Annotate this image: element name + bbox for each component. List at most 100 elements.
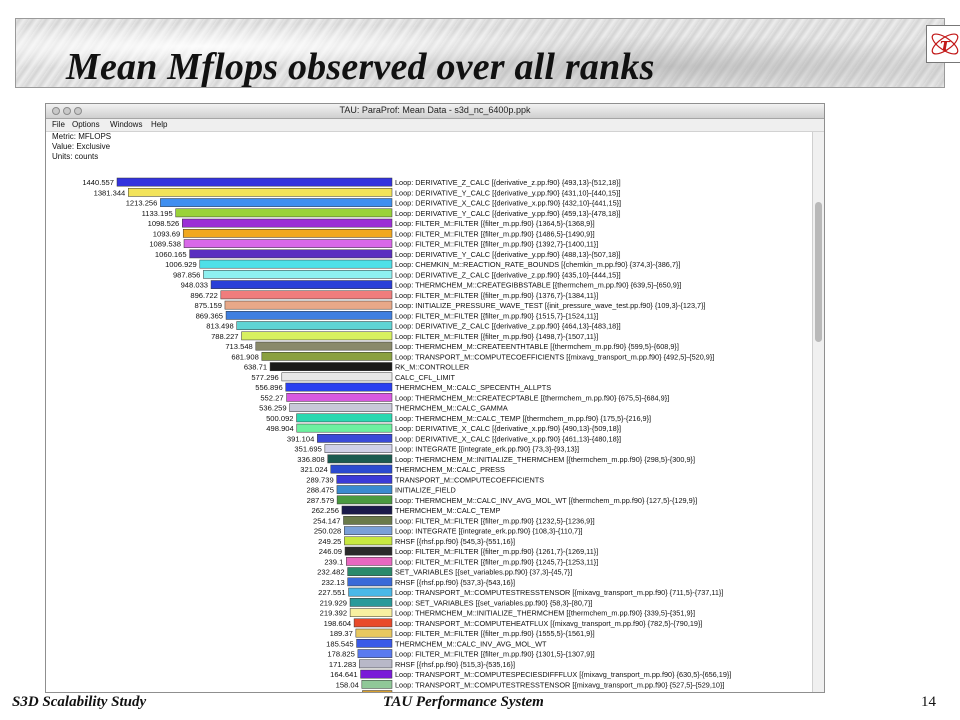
bar[interactable] xyxy=(347,567,393,576)
bar-function-label[interactable]: Loop: FILTER_M::FILTER [{filter_m.pp.f90… xyxy=(395,547,598,556)
bar[interactable] xyxy=(344,546,393,556)
bar-function-label[interactable]: Loop: TRANSPORT_M::COMPUTESTRESSTENSOR [… xyxy=(395,588,723,597)
bar[interactable] xyxy=(285,382,393,392)
bar[interactable] xyxy=(189,249,393,259)
bar-function-label[interactable]: Loop: INTEGRATE [{integrate_erk.pp.f90} … xyxy=(395,445,579,454)
bar[interactable] xyxy=(261,352,393,361)
bar[interactable] xyxy=(347,577,393,587)
bar-function-label[interactable]: Loop: TRANSPORT_M::COMPUTEHEATFLUX [{mix… xyxy=(395,619,702,628)
bar[interactable] xyxy=(324,444,393,453)
bar[interactable] xyxy=(182,218,393,228)
bar[interactable] xyxy=(327,454,393,464)
bar-function-label[interactable]: Loop: DERIVATIVE_Z_CALC [{derivative_z.p… xyxy=(395,322,621,331)
bar[interactable] xyxy=(344,536,393,546)
zoom-window-button[interactable] xyxy=(74,107,82,115)
bar[interactable] xyxy=(296,413,393,423)
bar[interactable] xyxy=(360,669,393,679)
bar-function-label[interactable]: RHSF [{rhsf.pp.f90} {537,3}-{543,16}] xyxy=(395,578,515,587)
bar[interactable] xyxy=(349,598,393,607)
bar[interactable] xyxy=(346,557,393,566)
scrollbar-thumb[interactable] xyxy=(815,202,822,342)
bar[interactable] xyxy=(128,188,393,197)
bar[interactable] xyxy=(289,403,393,412)
bar[interactable] xyxy=(317,434,393,443)
bar[interactable] xyxy=(255,341,393,351)
bar-function-label[interactable]: RK_M::CONTROLLER xyxy=(395,363,469,372)
bar-function-label[interactable]: Loop: THERMCHEM_M::CREATEENTHTABLE [{the… xyxy=(395,342,679,351)
bar-function-label[interactable]: Loop: FILTER_M::FILTER [{filter_m.pp.f90… xyxy=(395,240,598,249)
bar-function-label[interactable]: THERMCHEM_M::CALC_TEMP xyxy=(395,506,501,515)
bar[interactable] xyxy=(356,639,393,648)
bar[interactable] xyxy=(160,198,393,207)
menu-help[interactable]: Help xyxy=(151,120,168,129)
bar[interactable] xyxy=(225,311,393,320)
bar-function-label[interactable]: CALC_CFL_LIMIT xyxy=(395,373,456,382)
bar[interactable] xyxy=(357,649,393,658)
bar-function-label[interactable]: Loop: TRANSPORT_M::COMPUTESPECIESDIFFFLU… xyxy=(395,691,731,693)
bar-function-label[interactable]: TRANSPORT_M::COMPUTECOEFFICIENTS xyxy=(395,475,544,484)
bar-function-label[interactable]: Loop: THERMCHEM_M::INITIALIZE_THERMCHEM … xyxy=(395,609,695,618)
bar[interactable] xyxy=(353,618,393,628)
bar-function-label[interactable]: Loop: CHEMKIN_M::REACTION_RATE_BOUNDS [{… xyxy=(395,260,680,269)
bar-function-label[interactable]: Loop: SET_VARIABLES [{set_variables.pp.f… xyxy=(395,598,592,607)
menu-windows[interactable]: Windows xyxy=(110,120,143,129)
bar[interactable] xyxy=(341,505,393,515)
bar-function-label[interactable]: Loop: TRANSPORT_M::COMPUTESPECIESDIFFFLU… xyxy=(395,670,731,679)
bar-function-label[interactable]: Loop: FILTER_M::FILTER [{filter_m.pp.f90… xyxy=(395,650,595,659)
bar[interactable] xyxy=(199,259,393,269)
bar[interactable] xyxy=(349,608,393,617)
bar[interactable] xyxy=(116,177,393,187)
bar-function-label[interactable]: Loop: FILTER_M::FILTER [{filter_m.pp.f90… xyxy=(395,311,598,320)
bar-function-label[interactable]: THERMCHEM_M::CALC_PRESS xyxy=(395,465,505,474)
bar[interactable] xyxy=(359,659,393,669)
bar-function-label[interactable]: Loop: DERIVATIVE_Y_CALC [{derivative_y.p… xyxy=(395,209,621,218)
bar-function-label[interactable]: Loop: FILTER_M::FILTER [{filter_m.pp.f90… xyxy=(395,629,595,638)
bar[interactable] xyxy=(281,372,393,382)
bar[interactable] xyxy=(336,475,393,484)
minimize-window-button[interactable] xyxy=(63,107,71,115)
menu-file[interactable]: File xyxy=(52,120,65,129)
bar-function-label[interactable]: Loop: DERIVATIVE_X_CALC [{derivative_x.p… xyxy=(395,199,621,208)
bar[interactable] xyxy=(296,423,393,433)
bar-function-label[interactable]: Loop: INITIALIZE_PRESSURE_WAVE_TEST [{in… xyxy=(395,301,706,310)
bar[interactable] xyxy=(344,526,393,535)
bar-function-label[interactable]: Loop: FILTER_M::FILTER [{filter_m.pp.f90… xyxy=(395,516,595,525)
bar[interactable] xyxy=(241,331,393,341)
bar-function-label[interactable]: Loop: DERIVATIVE_X_CALC [{derivative_x.p… xyxy=(395,424,621,433)
bar[interactable] xyxy=(362,690,393,693)
bar[interactable] xyxy=(348,587,393,597)
bar-function-label[interactable]: Loop: FILTER_M::FILTER [{filter_m.pp.f90… xyxy=(395,332,598,341)
bar-function-label[interactable]: Loop: DERIVATIVE_X_CALC [{derivative_x.p… xyxy=(395,434,621,443)
bar-function-label[interactable]: THERMCHEM_M::CALC_INV_AVG_MOL_WT xyxy=(395,639,547,648)
bar[interactable] xyxy=(224,300,393,310)
bar[interactable] xyxy=(220,290,393,300)
bar-function-label[interactable]: Loop: THERMCHEM_M::CALC_TEMP [{thermchem… xyxy=(395,414,651,423)
bar-function-label[interactable]: INITIALIZE_FIELD xyxy=(395,486,456,495)
bar[interactable] xyxy=(336,485,393,494)
bar-function-label[interactable]: Loop: FILTER_M::FILTER [{filter_m.pp.f90… xyxy=(395,557,598,566)
bar[interactable] xyxy=(330,464,393,474)
bar-function-label[interactable]: Loop: FILTER_M::FILTER [{filter_m.pp.f90… xyxy=(395,229,595,238)
bar-function-label[interactable]: RHSF [{rhsf.pp.f90} {545,3}-{551,16}] xyxy=(395,537,515,546)
window-titlebar[interactable]: TAU: ParaProf: Mean Data - s3d_nc_6400p.… xyxy=(46,104,824,119)
bar-function-label[interactable]: RHSF [{rhsf.pp.f90} {515,3}-{535,16}] xyxy=(395,660,515,669)
bar-function-label[interactable]: Loop: THERMCHEM_M::CREATECPTABLE [{therm… xyxy=(395,393,669,402)
bar-function-label[interactable]: SET_VARIABLES [{set_variables.pp.f90} {3… xyxy=(395,568,572,577)
bar-function-label[interactable]: THERMCHEM_M::CALC_GAMMA xyxy=(395,404,508,413)
vertical-scrollbar[interactable] xyxy=(812,132,824,692)
bar-function-label[interactable]: Loop: THERMCHEM_M::CALC_INV_AVG_MOL_WT [… xyxy=(395,496,697,505)
bar-function-label[interactable]: Loop: INTEGRATE [{integrate_erk.pp.f90} … xyxy=(395,527,583,536)
bar-function-label[interactable]: Loop: FILTER_M::FILTER [{filter_m.pp.f90… xyxy=(395,291,598,300)
bar-function-label[interactable]: Loop: TRANSPORT_M::COMPUTECOEFFICIENTS [… xyxy=(395,352,714,361)
close-window-button[interactable] xyxy=(52,107,60,115)
bar[interactable] xyxy=(210,280,393,289)
bar-function-label[interactable]: Loop: THERMCHEM_M::CREATEGIBBSTABLE [{th… xyxy=(395,281,681,290)
bar-function-label[interactable]: Loop: DERIVATIVE_Z_CALC [{derivative_z.p… xyxy=(395,178,621,187)
bar-function-label[interactable]: THERMCHEM_M::CALC_SPECENTH_ALLPTS xyxy=(395,383,551,392)
bar-function-label[interactable]: Loop: THERMCHEM_M::INITIALIZE_THERMCHEM … xyxy=(395,455,695,464)
menu-options[interactable]: Options xyxy=(72,120,100,129)
bar-function-label[interactable]: Loop: DERIVATIVE_Z_CALC [{derivative_z.p… xyxy=(395,270,621,279)
bar[interactable] xyxy=(355,628,393,638)
bar[interactable] xyxy=(182,229,393,238)
bar-function-label[interactable]: Loop: TRANSPORT_M::COMPUTESTRESSTENSOR [… xyxy=(395,680,724,689)
